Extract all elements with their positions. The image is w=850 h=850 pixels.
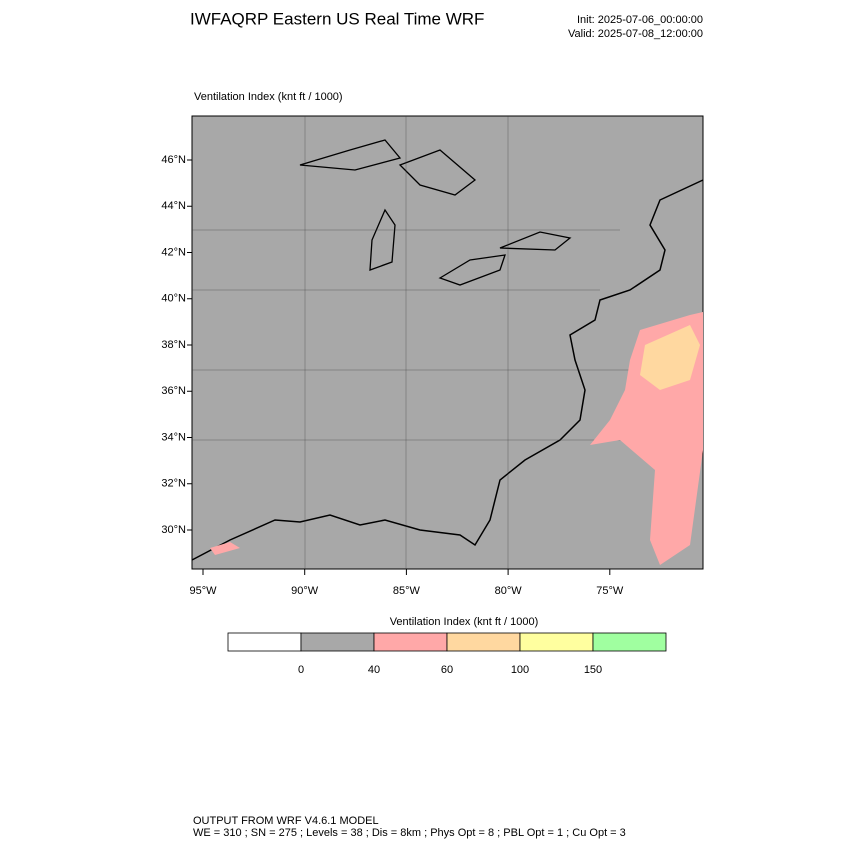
colorbar-box	[227, 632, 302, 652]
colorbar-label: 100	[511, 664, 529, 676]
lon-label: 80°W	[495, 585, 523, 597]
lat-label: 30°N	[161, 524, 186, 536]
lon-label: 90°W	[291, 585, 319, 597]
colorbar-box	[373, 632, 448, 652]
colorbar-label: 40	[368, 664, 380, 676]
valid-time: Valid: 2025-07-08_12:00:00	[568, 28, 703, 40]
map-label: Ventilation Index (knt ft / 1000)	[194, 91, 343, 103]
colorbar-box	[519, 632, 594, 652]
lon-label: 95°W	[189, 585, 217, 597]
lon-label: 75°W	[596, 585, 624, 597]
colorbar-title: Ventilation Index (knt ft / 1000)	[390, 616, 539, 628]
init-time: Init: 2025-07-06_00:00:00	[577, 14, 703, 26]
lat-label: 44°N	[161, 200, 186, 212]
lat-label: 42°N	[161, 246, 186, 258]
colorbar-box	[300, 632, 375, 652]
pink-region	[210, 542, 240, 555]
lat-label: 40°N	[161, 293, 186, 305]
colorbar-label: 60	[441, 664, 453, 676]
lon-label: 85°W	[393, 585, 421, 597]
lat-label: 34°N	[161, 431, 186, 443]
great-lakes	[299, 139, 572, 286]
colorbar-label: 150	[584, 664, 602, 676]
orange-region	[640, 325, 700, 390]
footer-line: WE = 310 ; SN = 275 ; Levels = 38 ; Dis …	[193, 827, 626, 839]
lat-label: 36°N	[161, 385, 186, 397]
map	[191, 115, 704, 570]
lat-label: 38°N	[161, 339, 186, 351]
state-borders	[192, 116, 703, 569]
footer-line: OUTPUT FROM WRF V4.6.1 MODEL	[193, 815, 379, 827]
colorbar-box	[592, 632, 667, 652]
lat-label: 46°N	[161, 154, 186, 166]
colorbar-box	[446, 632, 521, 652]
title: IWFAQRP Eastern US Real Time WRF	[190, 9, 484, 28]
coastline	[191, 179, 704, 561]
colorbar-label: 0	[298, 664, 304, 676]
lat-label: 32°N	[161, 478, 186, 490]
